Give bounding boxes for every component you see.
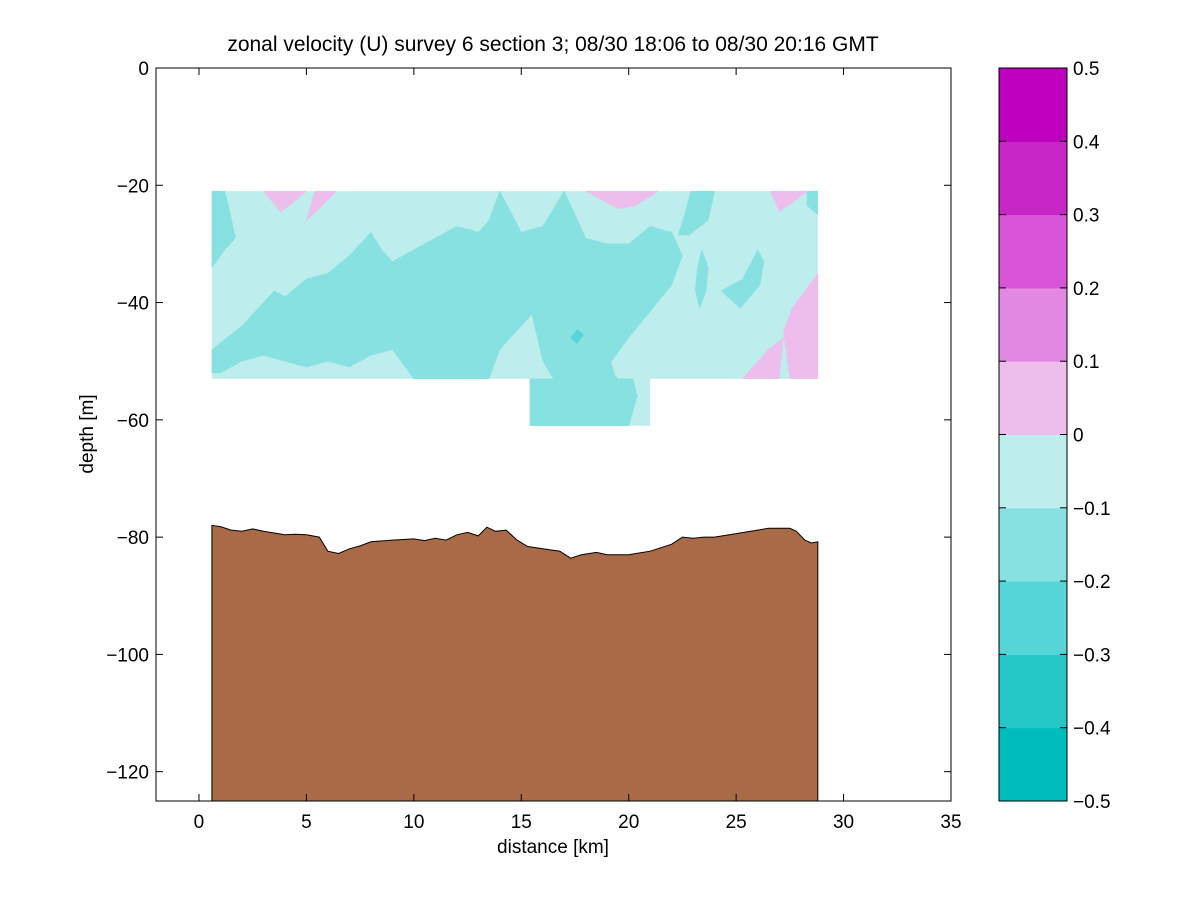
plot-area: 0 5 10 15 20 25 30 35 0 −20 −40 −60 −80 −100 −120 dis… [77,59,962,858]
colorbar-tick-label-6: 0.1 [1073,352,1099,373]
x-tick-label-2: 10 [403,812,424,833]
velocity-region-1 [529,313,638,426]
x-tick-label-7: 35 [940,812,961,833]
y-tick-label-4: −80 [117,528,149,549]
y-axis-label: depth [m] [77,394,98,473]
x-tick-label-4: 20 [618,812,639,833]
colorbar-tick-label-10: 0.5 [1073,59,1099,80]
velocity-region-9 [305,190,338,222]
colorbar: −0.5 −0.4 −0.3 −0.2 −0.1 0 0.1 0.2 0.3 0.4 0.5 [998,59,1111,813]
colorbar-tick-label-0: −0.5 [1073,792,1111,813]
velocity-region-4 [695,248,709,310]
velocity-region-2 [211,190,236,269]
colorbar-segment-7 [999,214,1067,289]
x-tick-label-6: 30 [833,812,854,833]
velocity-region-8 [262,190,308,213]
colorbar-tick-label-9: 0.4 [1073,132,1100,153]
colorbar-tick-label-8: 0.3 [1073,206,1099,227]
colorbar-segment-5 [999,361,1067,435]
x-tick-label-3: 15 [511,812,532,833]
colorbar-tick-label-7: 0.2 [1073,279,1099,300]
colorbar-segment-2 [999,581,1067,655]
velocity-field [211,190,819,426]
colorbar-tick-label-4: −0.1 [1073,499,1111,520]
colorbar-segment-8 [999,141,1067,216]
x-axis-label: distance [km] [497,837,609,858]
y-tick-label-0: 0 [138,59,149,80]
y-tick-label-6: −120 [106,763,149,784]
x-tick-label-1: 5 [301,812,312,833]
colorbar-segment-6 [999,287,1067,362]
velocity-region-3 [677,190,715,236]
colorbar-segment-4 [999,434,1067,509]
plot-frame [155,67,952,802]
velocity-region-10 [585,190,660,209]
colorbar-segment-0 [999,727,1067,802]
bathymetry-seafloor [211,524,819,802]
y-axis: 0 −20 −40 −60 −80 −100 −120 [106,59,951,784]
colorbar-segment-1 [999,654,1067,729]
colorbar-segment-3 [999,507,1067,582]
y-tick-label-2: −40 [117,294,149,315]
x-tick-label-0: 0 [194,812,205,833]
colorbar-tick-label-2: −0.3 [1073,645,1111,666]
x-tick-label-5: 25 [726,812,747,833]
y-tick-label-3: −60 [117,411,149,432]
velocity-region-12 [783,272,819,380]
velocity-region-5 [720,249,765,309]
colorbar-tick-label-3: −0.2 [1073,572,1111,593]
x-axis: 0 5 10 15 20 25 30 35 [194,68,962,833]
velocity-region-13 [742,337,784,380]
colorbar-tick-label-5: 0 [1073,426,1084,447]
velocity-region-6 [806,190,819,216]
chart-title: zonal velocity (U) survey 6 section 3; 0… [227,33,879,56]
colorbar-tick-label-1: −0.4 [1073,719,1111,740]
velocity-region-7 [570,329,584,344]
y-tick-label-1: −20 [117,176,149,197]
y-tick-label-5: −100 [106,645,149,666]
colorbar-segment-9 [999,68,1067,142]
velocity-region-0 [211,190,683,380]
velocity-region-11 [770,190,808,213]
